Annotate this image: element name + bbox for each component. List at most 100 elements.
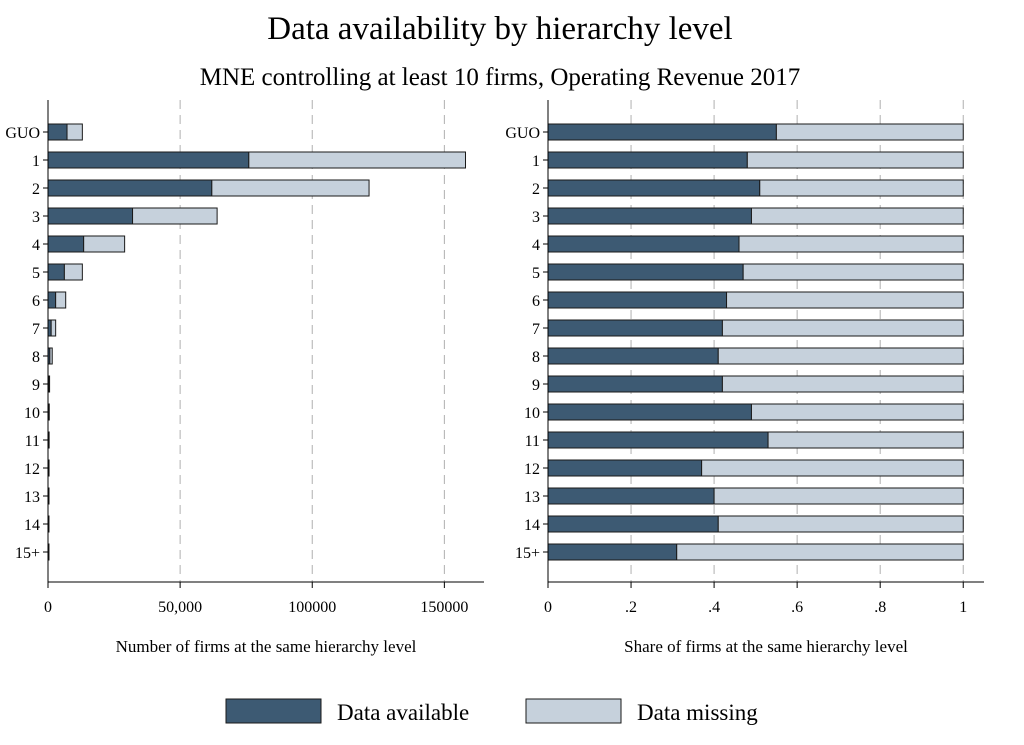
bar-missing	[775, 123, 964, 141]
bar-missing	[132, 207, 218, 225]
bar-missing	[721, 319, 964, 337]
y-tick-label: GUO	[505, 125, 540, 142]
y-tick-label: 5	[32, 265, 40, 282]
y-tick-label: 12	[524, 461, 540, 478]
bar-missing	[750, 403, 964, 421]
y-tick-label: 7	[32, 321, 40, 338]
y-tick-label: 3	[532, 209, 540, 226]
y-tick-label: 14	[524, 517, 540, 534]
bar-available	[547, 431, 769, 449]
bar-missing	[63, 263, 83, 281]
legend-label-missing: Data missing	[637, 700, 758, 725]
y-tick-label: 9	[32, 377, 40, 394]
bar-available	[47, 263, 65, 281]
bar-available	[547, 123, 777, 141]
bar-missing	[211, 179, 370, 197]
y-tick-label: 8	[532, 349, 540, 366]
legend: Data available Data missing	[225, 698, 758, 725]
y-tick-label: 14	[24, 517, 40, 534]
x-tick-label: 1	[959, 599, 967, 616]
bar-missing	[49, 347, 53, 365]
x-tick-label: .6	[791, 599, 803, 616]
x-axis-label-shares: Share of firms at the same hierarchy lev…	[624, 637, 908, 656]
bar-available	[547, 487, 715, 505]
y-tick-label: 2	[32, 181, 40, 198]
y-tick-label: GUO	[5, 125, 40, 142]
x-tick-label: 150000	[420, 599, 468, 616]
y-tick-label: 10	[24, 405, 40, 422]
y-tick-label: 13	[524, 489, 540, 506]
bar-available	[47, 151, 250, 169]
bar-missing	[48, 375, 51, 393]
x-tick-label: .4	[708, 599, 720, 616]
bar-missing	[738, 235, 964, 253]
bar-available	[47, 235, 85, 253]
y-tick-label: 10	[524, 405, 540, 422]
bar-available	[547, 291, 728, 309]
y-tick-label: 11	[25, 433, 40, 450]
bar-available	[47, 291, 57, 309]
y-tick-label: 12	[24, 461, 40, 478]
bar-available	[547, 179, 761, 197]
chart-subtitle: MNE controlling at least 10 firms, Opera…	[200, 64, 801, 91]
bar-available	[547, 235, 740, 253]
bar-available	[47, 123, 68, 141]
bar-missing	[721, 375, 964, 393]
bar-missing	[742, 263, 964, 281]
bar-missing	[676, 543, 964, 561]
bar-missing	[759, 179, 964, 197]
y-tick-label: 13	[24, 489, 40, 506]
bar-missing	[767, 431, 964, 449]
bar-available	[547, 319, 723, 337]
bar-available	[547, 515, 719, 533]
y-tick-label: 15+	[515, 545, 540, 562]
bar-available	[47, 179, 213, 197]
bar-available	[547, 403, 752, 421]
y-tick-label: 2	[532, 181, 540, 198]
legend-swatch-missing	[525, 698, 622, 724]
bar-available	[547, 347, 719, 365]
y-tick-label: 6	[32, 293, 40, 310]
legend-label-available: Data available	[337, 700, 469, 725]
bar-missing	[746, 151, 964, 169]
x-axis-label-counts: Number of firms at the same hierarchy le…	[116, 637, 417, 656]
y-tick-label: 3	[32, 209, 40, 226]
legend-swatch-available	[225, 698, 322, 724]
bar-missing	[717, 515, 964, 533]
bar-available	[547, 207, 752, 225]
y-tick-label: 6	[532, 293, 540, 310]
bar-missing	[726, 291, 964, 309]
y-tick-label: 1	[32, 153, 40, 170]
y-tick-label: 1	[532, 153, 540, 170]
x-tick-label: 100000	[288, 599, 336, 616]
x-tick-label: 0	[44, 599, 52, 616]
bar-missing	[50, 319, 57, 337]
x-tick-label: 50,000	[158, 599, 202, 616]
y-tick-label: 5	[532, 265, 540, 282]
y-tick-label: 7	[532, 321, 540, 338]
bar-missing	[750, 207, 964, 225]
y-tick-label: 8	[32, 349, 40, 366]
bar-missing	[47, 403, 50, 421]
chart-title: Data availability by hierarchy level	[267, 11, 732, 47]
x-tick-label: .2	[625, 599, 637, 616]
bar-missing	[248, 151, 467, 169]
bar-missing	[717, 347, 964, 365]
y-tick-label: 9	[532, 377, 540, 394]
bar-available	[547, 375, 723, 393]
bar-available	[547, 459, 703, 477]
bar-missing	[701, 459, 964, 477]
bar-available	[547, 543, 678, 561]
y-tick-label: 15+	[15, 545, 40, 562]
y-tick-label: 11	[525, 433, 540, 450]
bar-missing	[713, 487, 964, 505]
bar-available	[47, 207, 134, 225]
bar-missing	[66, 123, 83, 141]
bar-available	[547, 151, 748, 169]
bar-missing	[55, 291, 67, 309]
x-tick-label: 0	[544, 599, 552, 616]
y-tick-label: 4	[532, 237, 540, 254]
